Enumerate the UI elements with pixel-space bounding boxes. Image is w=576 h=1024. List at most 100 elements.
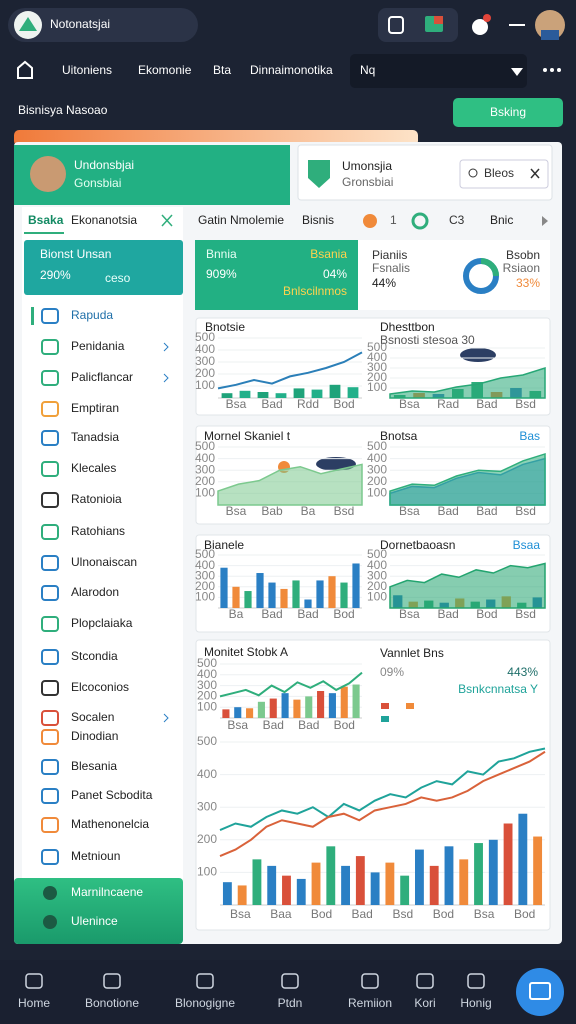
sidebar-tab[interactable]: Ekonanotsia [71, 213, 137, 227]
sidebar-item[interactable]: Penidania [71, 339, 125, 353]
home-icon[interactable] [17, 60, 33, 79]
nav-label[interactable]: Home [18, 996, 50, 1010]
sidebar [22, 207, 183, 944]
y-tick-label: 400 [367, 558, 387, 572]
sidebar-item[interactable]: Ulnonaiscan [71, 555, 137, 569]
nav-icon[interactable] [467, 973, 485, 989]
nav-label[interactable]: Kori [414, 996, 435, 1010]
bar [281, 693, 289, 718]
y-tick-label: 500 [195, 330, 215, 344]
sidebar-item[interactable]: Rapuda [71, 308, 113, 322]
nav-label[interactable]: Honig [460, 996, 491, 1010]
title-pill[interactable] [8, 8, 198, 42]
area [217, 463, 363, 506]
avatar-shirt [541, 30, 559, 40]
nav-icon[interactable] [196, 973, 214, 989]
contact-name: Umonsjia [342, 159, 392, 173]
nav-label[interactable]: Remiion [348, 996, 392, 1010]
nav-tab[interactable]: Dinnaimonotika [250, 63, 333, 77]
area [389, 366, 546, 399]
nav-icon[interactable] [361, 973, 379, 989]
close-icon[interactable] [161, 214, 173, 227]
nav-icon[interactable] [25, 973, 43, 989]
kpi-label: Pianiis [372, 248, 407, 262]
bar [244, 591, 252, 608]
filter-label[interactable]: Bisnis [302, 213, 334, 227]
profile-avatar [30, 156, 66, 192]
sidebar-item[interactable]: Stcondia [71, 649, 118, 663]
bar [293, 388, 305, 398]
y-tick-label: 200 [195, 579, 215, 593]
x-tick-label: Rdd [297, 397, 319, 411]
action-button[interactable] [453, 98, 563, 127]
sidebar-item[interactable]: Klecales [71, 461, 116, 475]
bar [220, 567, 228, 608]
sidebar-item[interactable]: Blesania [71, 759, 117, 773]
bar [256, 573, 264, 608]
nav-icon[interactable] [103, 973, 121, 989]
nav-label[interactable]: Blonogigne [175, 996, 235, 1010]
bar [341, 865, 350, 905]
bar [304, 599, 312, 608]
x-tick-label: Bsa [226, 504, 247, 518]
x-tick-label: Bod [476, 607, 497, 621]
bar [311, 389, 323, 398]
sidebar-item[interactable]: Ratonioia [71, 492, 122, 506]
item-icon [41, 555, 59, 571]
sidebar-item[interactable]: Marnilncaene [71, 885, 143, 899]
nav-tab[interactable]: Uitoniens [62, 63, 112, 77]
x-tick-label: Bad [261, 607, 282, 621]
sidebar-item[interactable]: Panet Scbodita [71, 788, 153, 802]
search-box[interactable] [350, 54, 527, 88]
nav-label[interactable]: Bonotione [85, 996, 139, 1010]
badge [483, 14, 491, 22]
icon-bell[interactable] [472, 19, 488, 35]
bar [234, 707, 242, 718]
sidebar-item[interactable]: Dinodian [71, 729, 118, 743]
bar [246, 708, 254, 718]
sidebar-item[interactable]: Ulenince [71, 914, 118, 928]
chart-subtitle: Bas [519, 429, 540, 443]
icon-clip[interactable] [388, 16, 404, 34]
filter-count: C3 [449, 213, 465, 227]
sidebar-item[interactable]: Ratohians [71, 524, 125, 538]
close-icon[interactable] [530, 168, 540, 179]
contact-search[interactable] [459, 159, 549, 189]
sidebar-item[interactable]: Socalen [71, 710, 114, 724]
x-tick-label: Bsa [399, 504, 420, 518]
page-title: Bisnisya Nasoao [18, 103, 108, 117]
filter-label[interactable]: Gatin Nmolemie [198, 213, 284, 227]
nav-label[interactable]: Ptdn [278, 996, 303, 1010]
y-tick-label: 500 [367, 340, 387, 354]
bar [385, 862, 395, 905]
area [389, 452, 546, 506]
fab[interactable] [516, 968, 564, 1016]
filter-arrow[interactable] [542, 216, 548, 226]
bar [296, 878, 306, 905]
sidebar-item[interactable]: Alarodon [71, 585, 119, 599]
chevron [163, 342, 169, 352]
search-icon [468, 168, 478, 178]
nav-icon[interactable] [416, 973, 434, 989]
sidebar-item[interactable]: Elcoconios [71, 680, 129, 694]
sidebar-item[interactable]: Metnioun [71, 849, 120, 863]
chart-subtitle: Bsnosti stesoa 30 [380, 333, 475, 347]
nav-tab[interactable]: Ekomonie [138, 63, 192, 77]
car-illustration [460, 348, 496, 362]
nav-icon[interactable] [281, 973, 299, 989]
sidebar-item[interactable]: Emptiran [71, 401, 119, 415]
sidebar-item[interactable]: Plopclaiaka [71, 616, 133, 630]
sidebar-item[interactable]: Palicflancar [71, 370, 133, 384]
menu-dot[interactable] [543, 68, 547, 72]
chevron [163, 373, 169, 383]
kpi-label: Bsania [310, 247, 347, 261]
filter-label[interactable]: Bnic [490, 213, 513, 227]
sidebar-tab[interactable]: Bsaka [28, 213, 64, 227]
line [219, 747, 546, 831]
legend-swatch [381, 716, 389, 722]
sidebar-item[interactable]: Tanadsia [71, 430, 119, 444]
sidebar-item[interactable]: Mathenonelcia [71, 817, 149, 831]
bottom-nav [0, 960, 576, 1024]
nav-tab[interactable]: Bta [213, 63, 231, 77]
chart-title: Bnotsie [205, 320, 245, 334]
